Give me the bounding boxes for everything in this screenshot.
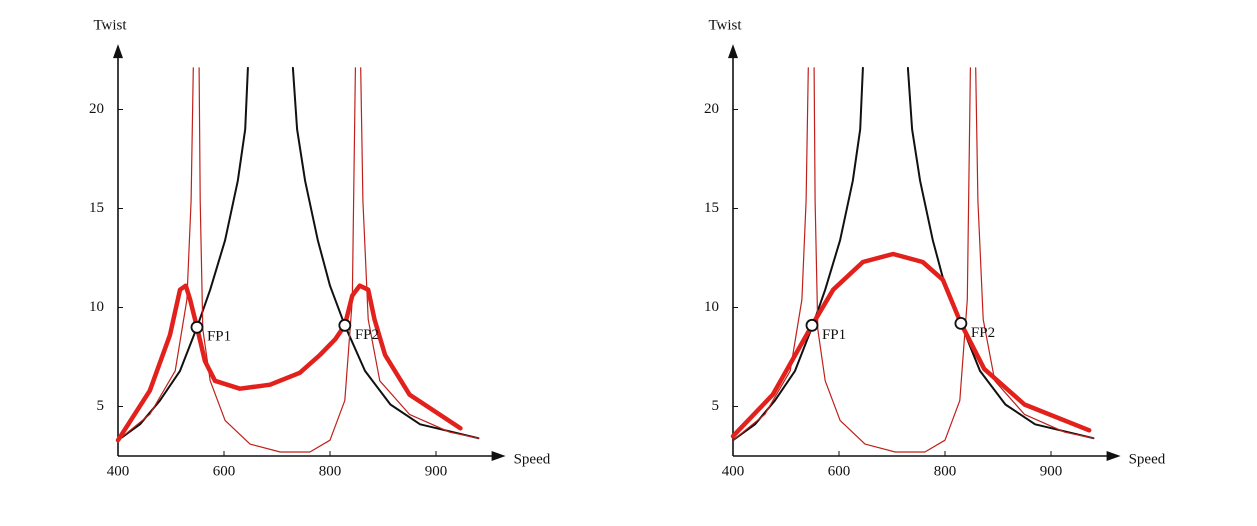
y-tick-label: 10 (704, 299, 719, 315)
y-axis-arrow (728, 44, 738, 59)
y-tick-label: 10 (89, 299, 104, 315)
annotation: FP1 (822, 327, 846, 343)
curve (730, 251, 1092, 439)
annotation: FP1 (207, 329, 231, 345)
curve (975, 67, 1094, 439)
x-tick-label: 900 (425, 463, 448, 479)
y-tick-label: 15 (704, 200, 719, 216)
x-tick-label: 600 (828, 463, 851, 479)
y-tick-label: 20 (704, 101, 719, 117)
x-tick-label: 600 (213, 463, 236, 479)
annotation: FP2 (355, 327, 379, 343)
curve (813, 67, 971, 453)
curve (291, 66, 480, 440)
x-tick-label: 800 (319, 463, 342, 479)
fixed-point (954, 316, 968, 330)
y-axis-label: Twist (708, 18, 742, 34)
annotation: FP2 (971, 325, 995, 341)
y-tick-label: 20 (89, 101, 104, 117)
curve (115, 283, 463, 443)
x-axis-label: Speed (1129, 451, 1166, 467)
fixed-point (805, 318, 819, 332)
x-tick-label: 800 (934, 463, 957, 479)
x-axis-arrow (1106, 451, 1121, 461)
curve (117, 66, 249, 442)
fixed-point (190, 320, 204, 334)
y-axis-label: Twist (93, 18, 127, 34)
y-tick-label: 5 (712, 398, 720, 414)
x-tick-label: 900 (1040, 463, 1063, 479)
y-axis-arrow (113, 44, 123, 59)
curve (360, 67, 479, 439)
curve (117, 67, 194, 441)
y-tick-label: 15 (89, 200, 104, 216)
curve (732, 66, 864, 442)
curve (198, 67, 356, 453)
chart-panel: Speed Twist 400 600 800 900 5 10 15 20 FP1 FP2 (89, 18, 551, 480)
x-tick-label: 400 (107, 463, 130, 479)
x-tick-label: 400 (722, 463, 745, 479)
x-axis-label: Speed (514, 451, 551, 467)
curve (732, 67, 809, 441)
x-axis-arrow (491, 451, 506, 461)
y-tick-label: 5 (97, 398, 105, 414)
chart-panel: Speed Twist 400 600 800 900 5 10 15 20 FP1 FP2 (704, 18, 1166, 480)
fixed-point (338, 318, 352, 332)
